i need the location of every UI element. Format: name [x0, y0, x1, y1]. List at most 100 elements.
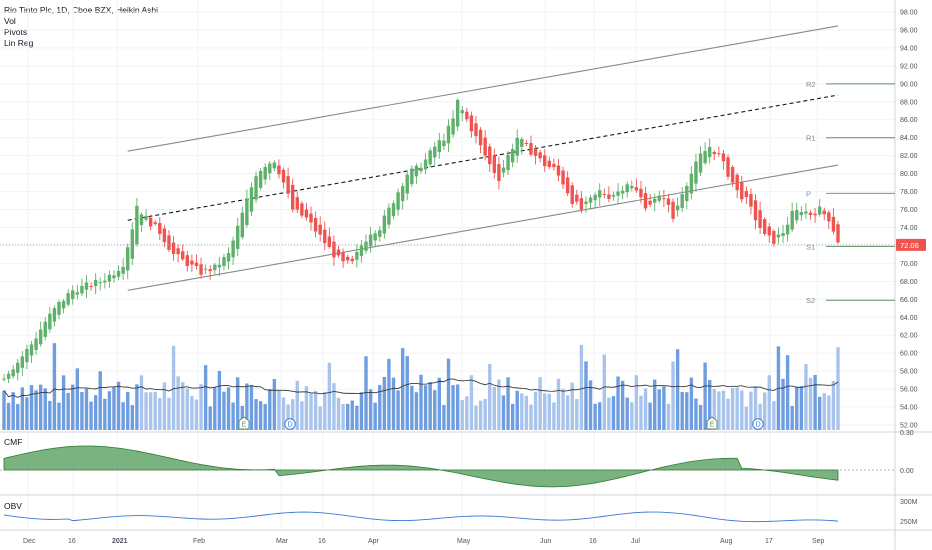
candle-body	[607, 194, 611, 199]
volume-bar	[497, 379, 501, 430]
candle-body	[226, 252, 231, 262]
candle-body	[469, 115, 474, 132]
volume-bar	[680, 391, 684, 430]
candle-body	[162, 228, 167, 243]
candle-body	[726, 157, 730, 177]
volume-bar	[698, 404, 703, 430]
candle-body	[524, 142, 529, 144]
volume-bar	[217, 370, 222, 430]
candles	[2, 97, 840, 384]
candle-body	[410, 168, 414, 185]
candle-body	[483, 137, 487, 156]
volume-bar	[630, 402, 634, 430]
volume-bar	[689, 377, 694, 430]
volume-bar	[52, 343, 57, 430]
volume-bar	[226, 387, 231, 430]
candle-body	[34, 338, 38, 350]
cmf-area	[3, 445, 839, 488]
volume-bar	[561, 389, 565, 430]
candle-body	[263, 167, 267, 180]
volume-bar	[808, 377, 813, 430]
candle-body	[245, 198, 249, 225]
volume-bar	[368, 389, 373, 430]
candle-body	[2, 378, 6, 380]
candle-body	[71, 290, 75, 299]
volume-bar	[89, 401, 93, 430]
pivot-label-r2: R2	[806, 80, 816, 89]
volume-bar	[185, 388, 189, 430]
volume-bar	[295, 380, 299, 430]
volume-bar	[772, 401, 776, 430]
candle-body	[762, 219, 767, 234]
volume-bar	[336, 397, 341, 430]
volume-bar	[148, 392, 153, 430]
volume-bar	[666, 403, 671, 430]
last-price-label: 72.06	[900, 241, 919, 250]
candle-body	[584, 201, 588, 204]
earnings-marker	[238, 416, 250, 430]
volume-bar	[639, 395, 643, 430]
candle-body	[616, 191, 620, 196]
price-axis-tick: 56.00	[900, 387, 918, 394]
price-axis-tick: 54.00	[900, 405, 918, 412]
candle-body	[634, 187, 639, 191]
price-axis-tick: 58.00	[900, 369, 918, 376]
price-axis-tick: 78.00	[900, 189, 918, 196]
candle-body	[103, 280, 107, 283]
candle-body	[423, 159, 428, 170]
volume-bar	[575, 399, 579, 430]
volume-bar	[350, 400, 354, 430]
volume-bars	[2, 343, 840, 430]
candle-body	[593, 194, 597, 201]
volume-bar	[552, 402, 556, 430]
candle-body	[744, 190, 749, 198]
candle-body	[16, 362, 20, 373]
candle-body	[561, 170, 565, 185]
candle-body	[345, 256, 350, 261]
volume-bar	[598, 402, 602, 430]
candle-body	[758, 210, 762, 229]
volume-bar	[181, 382, 185, 430]
candle-body	[455, 99, 460, 127]
legend-vol: Vol	[4, 16, 16, 26]
earnings-marker	[706, 416, 718, 430]
price-axis-tick: 62.00	[900, 333, 918, 340]
volume-bar	[38, 384, 43, 430]
candle-body	[80, 285, 84, 294]
price-axis-tick: 76.00	[900, 207, 918, 214]
candle-body	[643, 193, 648, 209]
volume-bar	[2, 390, 6, 430]
volume-bar	[378, 384, 382, 430]
candle-body	[309, 213, 313, 223]
volume-bar	[501, 395, 506, 430]
candle-body	[98, 281, 102, 284]
candle-body	[575, 194, 579, 202]
candle-body	[703, 151, 707, 164]
candle-body	[698, 153, 703, 173]
candle-body	[38, 329, 43, 345]
candle-body	[112, 275, 116, 279]
volume-bar	[34, 390, 38, 430]
candle-body	[446, 125, 451, 144]
volume-bar	[740, 390, 744, 430]
candle-body	[121, 266, 125, 274]
volume-bar	[657, 389, 661, 430]
volume-bar	[611, 396, 616, 430]
volume-bar	[158, 397, 162, 430]
candle-body	[355, 251, 359, 260]
volume-bar	[685, 392, 689, 430]
candle-body	[767, 226, 771, 236]
candle-body	[318, 224, 322, 235]
candle-body	[428, 150, 432, 165]
volume-bar	[364, 356, 368, 430]
candle-body	[336, 249, 341, 256]
candle-body	[588, 197, 593, 203]
volume-bar	[795, 386, 799, 430]
event-marker-label: E	[242, 422, 247, 429]
volume-bar	[57, 402, 61, 430]
candle-body	[236, 225, 240, 249]
volume-bar	[643, 388, 648, 430]
price-axis-tick: 88.00	[900, 99, 918, 106]
candle-body	[11, 369, 15, 377]
